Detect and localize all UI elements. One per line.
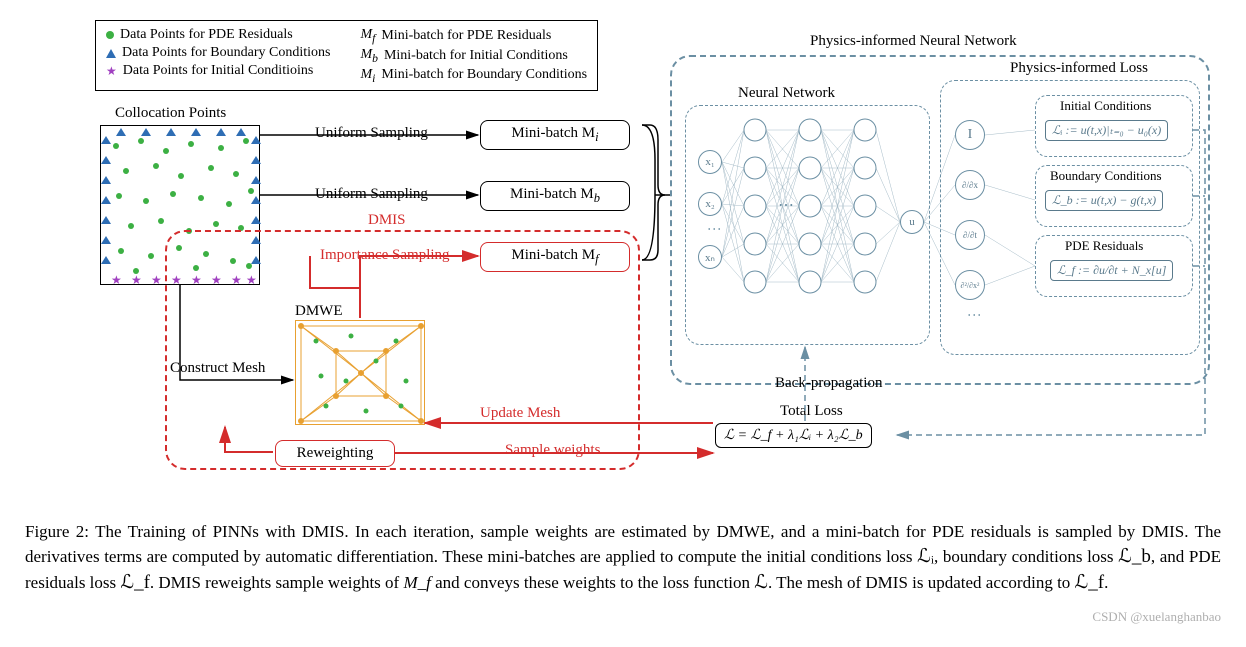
dot-icon xyxy=(106,31,114,39)
svg-text:★: ★ xyxy=(151,273,162,286)
figure-caption: Figure 2: The Training of PINNs with DMI… xyxy=(10,510,1236,602)
legend-bc: Data Points for Boundary Conditions xyxy=(106,45,330,61)
op-dx: ∂/∂x xyxy=(955,170,985,200)
minibatch-i-box: Mini-batch Mi xyxy=(480,120,630,150)
legend-col-left: Data Points for PDE Residuals Data Point… xyxy=(106,27,330,84)
nn-input-2: x₂ xyxy=(698,192,722,216)
op-dots: ⋮ xyxy=(965,308,981,319)
dmwe-svg xyxy=(296,321,426,426)
nn-output: u xyxy=(900,210,924,234)
op-I: I xyxy=(955,120,985,150)
dmis-label: DMIS xyxy=(368,212,406,229)
pinn-label: Physics-informed Neural Network xyxy=(810,33,1017,50)
cap-lf: ℒ_f xyxy=(120,572,150,593)
legend-text: Mini-batch for Initial Conditions xyxy=(384,48,568,64)
ic-formula: ℒᵢ := u(t,x)|ₜ₌₀ − u₀(x) xyxy=(1045,120,1168,141)
legend-text: Data Points for Initial Conditioins xyxy=(123,63,314,79)
pil-label: Physics-informed Loss xyxy=(1010,60,1148,77)
cap-p2: , boundary conditions loss xyxy=(934,547,1118,566)
legend-mi: Mi Mini-batch for Boundary Conditions xyxy=(360,67,587,85)
pde-formula: ℒ_f := ∂u/∂t + N_x[u] xyxy=(1050,260,1173,281)
total-loss-box: ℒ = ℒ_f + λ₁ℒᵢ + λ₂ℒ_b xyxy=(715,423,872,448)
mb-i-label: Mini-batch M xyxy=(511,125,595,141)
mb-i-sub: i xyxy=(595,130,598,144)
nn-label: Neural Network xyxy=(738,85,835,102)
sample-weights-label: Sample weights xyxy=(505,442,600,459)
legend-mf: Mf Mini-batch for PDE Residuals xyxy=(360,27,587,45)
cap-p7: . xyxy=(1104,573,1108,592)
dmwe-box xyxy=(295,320,425,425)
legend-text: Mini-batch for PDE Residuals xyxy=(381,28,551,44)
bc-formula: ℒ_b := u(t,x) − g(t,x) xyxy=(1045,190,1163,211)
legend-text: Mini-batch for Boundary Conditions xyxy=(381,67,587,83)
update-mesh-label: Update Mesh xyxy=(480,405,560,422)
construct-mesh-label: Construct Mesh xyxy=(170,360,265,377)
uniform-sampling-1: Uniform Sampling xyxy=(315,125,428,142)
collocation-title: Collocation Points xyxy=(115,105,226,122)
mb-b-label: Mini-batch M xyxy=(510,186,594,202)
legend-box: Data Points for PDE Residuals Data Point… xyxy=(95,20,598,91)
star-icon: ★ xyxy=(106,67,117,75)
cap-p5: and conveys these weights to the loss fu… xyxy=(431,573,754,592)
svg-text:★: ★ xyxy=(131,273,142,286)
cap-p4: . DMIS reweights sample weights of xyxy=(150,573,404,592)
nn-input-dots: ⋮ xyxy=(705,222,721,233)
nn-input-1: x₁ xyxy=(698,150,722,174)
pde-label: PDE Residuals xyxy=(1065,238,1143,254)
ic-label: Initial Conditions xyxy=(1060,98,1151,114)
legend-col-right: Mf Mini-batch for PDE Residuals Mb Mini-… xyxy=(360,27,587,84)
legend-sym: Mi xyxy=(360,67,375,85)
dmwe-label: DMWE xyxy=(295,303,343,320)
mb-b-sub: b xyxy=(594,191,600,205)
nn-input-n: xₙ xyxy=(698,245,722,269)
cap-lf2: ℒ_f xyxy=(1075,572,1105,593)
nn-region xyxy=(685,105,930,345)
total-loss-label: Total Loss xyxy=(780,403,843,420)
legend-sym: Mf xyxy=(360,27,375,45)
legend-sym: Mb xyxy=(360,47,378,65)
legend-pde: Data Points for PDE Residuals xyxy=(106,27,330,43)
triangle-icon xyxy=(106,49,116,58)
cap-p6: . The mesh of DMIS is updated according … xyxy=(768,573,1075,592)
diagram-root: Data Points for PDE Residuals Data Point… xyxy=(10,10,1236,510)
watermark: CSDN @xuelanghanbao xyxy=(1092,609,1221,625)
cap-li: ℒᵢ xyxy=(917,546,934,567)
bc-label: Boundary Conditions xyxy=(1050,168,1162,184)
reweighting-box: Reweighting xyxy=(275,440,395,467)
legend-ic: ★ Data Points for Initial Conditioins xyxy=(106,63,330,79)
uniform-sampling-2: Uniform Sampling xyxy=(315,186,428,203)
op-dt: ∂/∂t xyxy=(955,220,985,250)
legend-text: Data Points for Boundary Conditions xyxy=(122,45,330,61)
legend-mb: Mb Mini-batch for Initial Conditions xyxy=(360,47,587,65)
cap-mf: M_f xyxy=(403,573,430,592)
svg-text:★: ★ xyxy=(111,273,122,286)
backprop-label: Back-propagation xyxy=(775,375,882,392)
cap-l: ℒ xyxy=(754,572,768,593)
legend-text: Data Points for PDE Residuals xyxy=(120,27,293,43)
minibatch-b-box: Mini-batch Mb xyxy=(480,181,630,211)
cap-lb: ℒ_b xyxy=(1118,546,1151,567)
op-dx2: ∂²/∂x² xyxy=(955,270,985,300)
